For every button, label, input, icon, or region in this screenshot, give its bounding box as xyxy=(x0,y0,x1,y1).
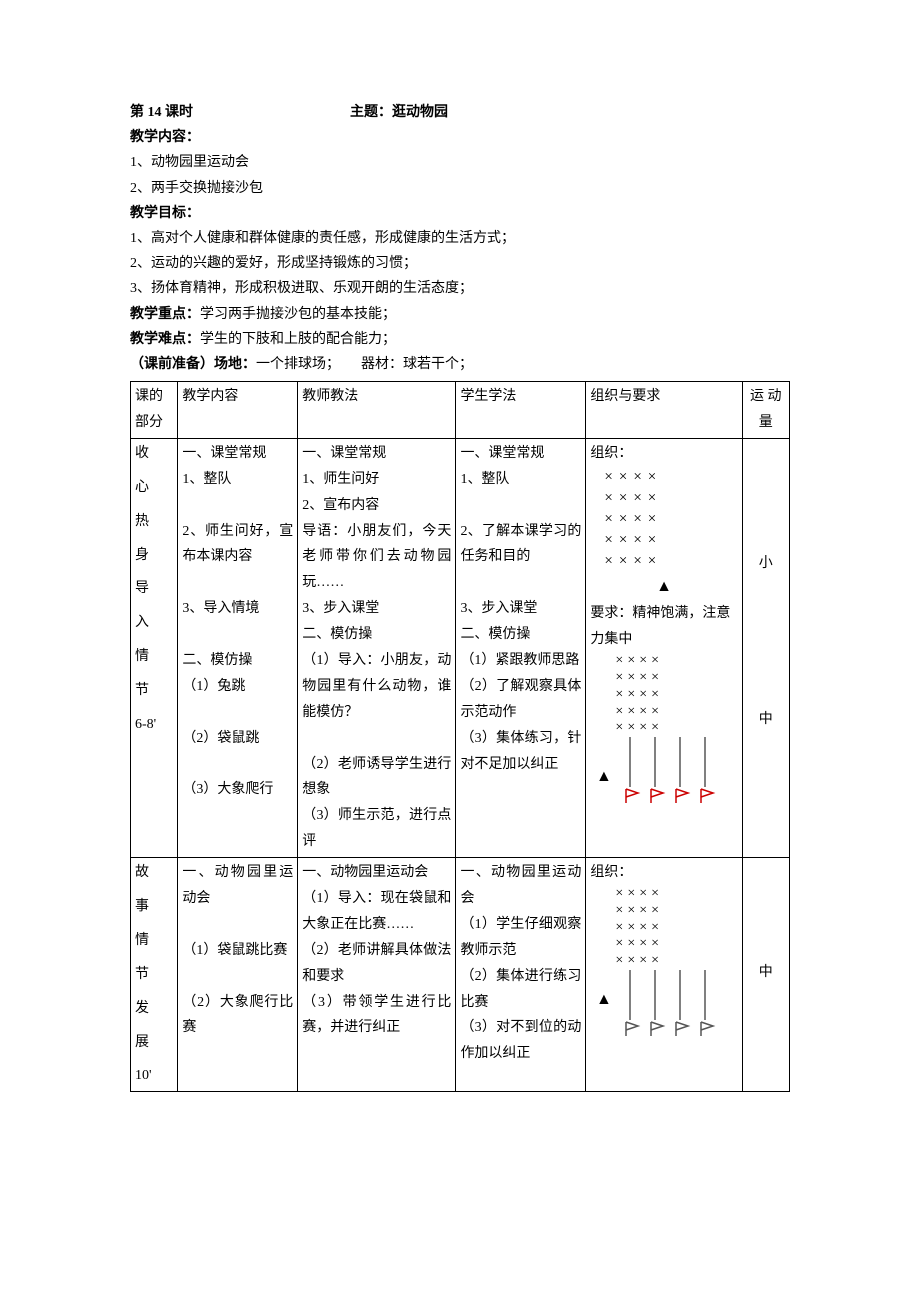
difficulty-label: 教学难点： xyxy=(130,332,200,347)
equip-value: 球若干个； xyxy=(403,357,473,372)
part-line: 节 xyxy=(135,678,173,704)
part-line: 热 xyxy=(135,509,173,535)
goal-3: 3、扬体育精神，形成积极进取、乐观开朗的生活态度； xyxy=(130,276,790,301)
r1-part: 收心热身导入情节 6-8' xyxy=(131,438,178,857)
table-header-row: 课的部分 教学内容 教师教法 学生学法 组织与要求 运 动量 xyxy=(131,382,790,439)
th-content: 教学内容 xyxy=(178,382,298,439)
goal-1: 1、高对个人健康和群体健康的责任感，形成健康的生活方式； xyxy=(130,226,790,251)
topic-label: 主题： xyxy=(350,100,392,125)
table-row-2: 故事情节发展 10' 一、动物园里运动会 （1）袋鼠跳比赛 （2）大象爬行比赛 一… xyxy=(131,858,790,1092)
r2-org: 组织： ×××× ×××× ×××× ×××× ×××× ▲ xyxy=(586,858,742,1092)
r2-learn: 一、动物园里运动会（1）学生仔细观察教师示范（2）集体进行练习比赛（3）对不到位… xyxy=(456,858,586,1092)
part-line: 身 xyxy=(135,543,173,569)
part-line: 情 xyxy=(135,928,173,954)
keypoint-value: 学习两手抛接沙包的基本技能； xyxy=(200,307,396,322)
r2-org-label: 组织： xyxy=(590,865,632,880)
r2-teach: 一、动物园里运动会（1）导入：现在袋鼠和大象正在比赛……（2）老师讲解具体做法和… xyxy=(298,858,456,1092)
part-line: 收 xyxy=(135,441,173,467)
r1-org: 组织： ×××××××××××××××××××× ▲ 要求：精神饱满，注意力集中… xyxy=(586,438,742,857)
topic-value: 逛动物园 xyxy=(392,100,448,125)
difficulty-value: 学生的下肢和上肢的配合能力； xyxy=(200,332,396,347)
th-part: 课的部分 xyxy=(131,382,178,439)
r1-org-label: 组织： xyxy=(590,446,632,461)
prep-line: （课前准备）场地：一个排球场； 器材：球若干个； xyxy=(130,352,790,377)
r2-load: 中 xyxy=(742,858,789,1092)
part-line: 10' xyxy=(135,1063,173,1089)
lane-flags-diagram-1: ▲ xyxy=(590,737,730,807)
difficulty-line: 教学难点：学生的下肢和上肢的配合能力； xyxy=(130,327,790,352)
formation-diagram-2: ×××× ×××× ×××× ×××× ×××× xyxy=(590,653,737,737)
content-label: 教学内容： xyxy=(130,125,790,150)
r1-learn: 一、课堂常规1、整队 2、了解本课学习的任务和目的 3、步入课堂二、模仿操（1）… xyxy=(456,438,586,857)
r1-content: 一、课堂常规1、整队 2、师生问好，宣布本课内容 3、导入情境 二、模仿操（1）… xyxy=(178,438,298,857)
th-teach: 教师教法 xyxy=(298,382,456,439)
prep-label: （课前准备）场地： xyxy=(130,357,256,372)
keypoint-line: 教学重点：学习两手抛接沙包的基本技能； xyxy=(130,302,790,327)
lesson-number: 第 14 课时 xyxy=(130,100,350,125)
part-line: 情 xyxy=(135,644,173,670)
part-line: 心 xyxy=(135,475,173,501)
svg-text:▲: ▲ xyxy=(596,768,612,785)
lane-flags-diagram-2: ▲ xyxy=(590,970,730,1040)
r1-load: 小 中 xyxy=(742,438,789,857)
part-line: 故 xyxy=(135,860,173,886)
content-item-1: 1、动物园里运动会 xyxy=(130,150,790,175)
part-line: 导 xyxy=(135,576,173,602)
part-line: 入 xyxy=(135,610,173,636)
th-load: 运 动量 xyxy=(742,382,789,439)
r1-org-req: 要求：精神饱满，注意力集中 xyxy=(590,601,737,653)
goal-2: 2、运动的兴趣的爱好，形成坚持锻炼的习惯； xyxy=(130,251,790,276)
r1-load-2: 中 xyxy=(759,712,773,727)
r2-part: 故事情节发展 10' xyxy=(131,858,178,1092)
part-line: 事 xyxy=(135,894,173,920)
content-item-2: 2、两手交换抛接沙包 xyxy=(130,176,790,201)
r2-content: 一、动物园里运动会 （1）袋鼠跳比赛 （2）大象爬行比赛 xyxy=(178,858,298,1092)
header-line: 第 14 课时 主题： 逛动物园 xyxy=(130,100,790,125)
svg-text:▲: ▲ xyxy=(596,991,612,1008)
r2-load-value: 中 xyxy=(759,965,773,980)
part-line: 节 xyxy=(135,962,173,988)
th-org: 组织与要求 xyxy=(586,382,742,439)
goals-label: 教学目标： xyxy=(130,201,790,226)
teacher-marker-1: ▲ xyxy=(590,572,737,602)
formation-diagram-3: ×××× ×××× ×××× ×××× ×××× xyxy=(590,886,737,970)
r1-load-1: 小 xyxy=(759,556,773,571)
table-row-1: 收心热身导入情节 6-8' 一、课堂常规1、整队 2、师生问好，宣布本课内容 3、… xyxy=(131,438,790,857)
r1-teach: 一、课堂常规1、师生问好2、宣布内容导语：小朋友们，今天老师带你们去动物园玩……… xyxy=(298,438,456,857)
lesson-table: 课的部分 教学内容 教师教法 学生学法 组织与要求 运 动量 收心热身导入情节6… xyxy=(130,381,790,1092)
part-line: 发 xyxy=(135,996,173,1022)
prep-field: 一个排球场； xyxy=(256,357,340,372)
part-line: 展 xyxy=(135,1030,173,1056)
th-learn: 学生学法 xyxy=(456,382,586,439)
formation-diagram-1: ×××××××××××××××××××× xyxy=(590,467,737,572)
equip-label: 器材： xyxy=(361,357,403,372)
part-line: 6-8' xyxy=(135,712,173,738)
keypoint-label: 教学重点： xyxy=(130,307,200,322)
